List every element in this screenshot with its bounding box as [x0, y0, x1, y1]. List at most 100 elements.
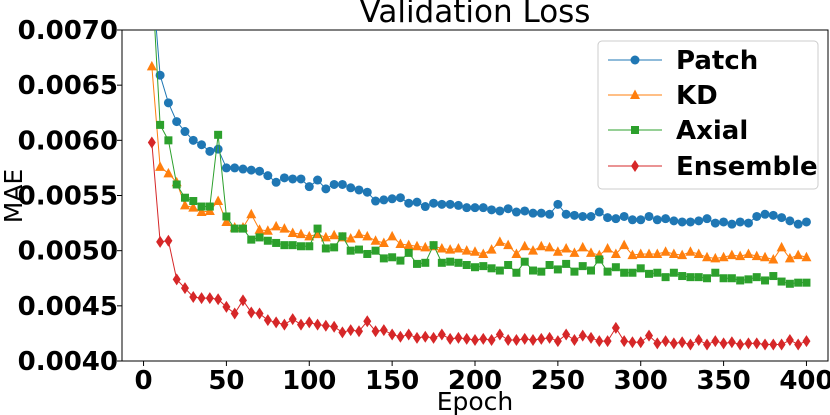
- legend-label: KD: [676, 81, 718, 111]
- data-point-ensemble: [404, 328, 413, 341]
- data-point-patch: [255, 166, 265, 176]
- x-axis: 0 50 100 150 200 250 300 350 400: [134, 361, 830, 396]
- data-point-patch: [793, 219, 803, 229]
- series-axial: [154, 30, 811, 288]
- data-point-axial: [205, 202, 214, 211]
- data-point-ensemble: [180, 282, 189, 295]
- data-point-ensemble: [346, 324, 355, 337]
- data-point-kd: [146, 60, 157, 71]
- data-point-kd: [395, 238, 406, 249]
- data-point-patch: [487, 205, 497, 215]
- data-point-axial: [537, 267, 546, 276]
- data-point-kd: [254, 224, 265, 234]
- data-point-kd: [221, 216, 232, 226]
- data-point-kd: [503, 239, 514, 250]
- data-point-kd: [287, 227, 298, 238]
- data-point-axial: [421, 258, 430, 267]
- data-point-ensemble: [156, 235, 165, 248]
- data-point-axial: [346, 246, 355, 255]
- data-point-ensemble: [785, 334, 794, 347]
- data-point-ensemble: [703, 338, 712, 351]
- data-point-axial: [777, 277, 786, 286]
- data-point-ensemble: [429, 331, 438, 344]
- data-point-axial: [703, 274, 712, 283]
- data-point-ensemble: [761, 338, 770, 351]
- data-point-axial: [429, 241, 438, 250]
- y-tick-label: 0.0050: [18, 237, 118, 267]
- data-point-axial: [587, 266, 596, 275]
- data-point-patch: [702, 214, 712, 224]
- data-point-ensemble: [164, 234, 173, 247]
- legend-label: Ensemble: [676, 152, 818, 182]
- data-point-axial: [562, 259, 571, 268]
- data-point-kd: [196, 206, 207, 217]
- data-point-kd: [279, 223, 290, 233]
- data-point-patch: [801, 217, 811, 227]
- data-point-kd: [155, 161, 166, 171]
- data-point-kd: [652, 248, 663, 258]
- data-point-kd: [586, 247, 597, 257]
- data-point-kd: [552, 246, 563, 256]
- legend-marker: [630, 55, 640, 65]
- x-tick-label: 300: [614, 366, 668, 396]
- data-point-kd: [536, 240, 547, 251]
- data-point-ensemble: [620, 335, 629, 348]
- data-point-patch: [743, 218, 753, 228]
- data-point-ensemble: [595, 335, 604, 348]
- data-point-kd: [793, 249, 804, 260]
- data-point-axial: [727, 274, 736, 283]
- data-point-patch: [230, 163, 240, 173]
- data-point-kd: [362, 230, 373, 241]
- data-point-patch: [213, 144, 223, 154]
- data-point-kd: [718, 251, 729, 262]
- data-point-patch: [611, 214, 621, 224]
- data-point-ensemble: [189, 291, 198, 304]
- data-point-kd: [760, 251, 771, 262]
- data-point-kd: [387, 230, 398, 241]
- data-point-patch: [735, 217, 745, 227]
- data-point-kd: [420, 241, 431, 252]
- data-point-ensemble: [578, 329, 587, 342]
- data-point-axial: [479, 262, 488, 271]
- data-point-ensemble: [296, 318, 305, 331]
- data-point-axial: [371, 246, 380, 255]
- data-point-kd: [262, 225, 273, 235]
- data-point-axial: [761, 276, 770, 285]
- data-point-patch: [279, 173, 289, 183]
- data-point-patch: [163, 98, 173, 108]
- data-point-kd: [378, 237, 389, 247]
- data-point-axial: [379, 254, 388, 263]
- data-point-ensemble: [553, 335, 562, 348]
- data-point-axial: [396, 256, 405, 265]
- data-point-patch: [371, 196, 381, 206]
- data-point-patch: [511, 207, 521, 217]
- data-point-patch: [205, 146, 215, 156]
- data-point-patch: [752, 211, 762, 221]
- data-point-patch: [677, 217, 687, 227]
- data-point-axial: [512, 268, 521, 277]
- x-tick-label: 400: [779, 366, 830, 396]
- data-point-axial: [330, 243, 339, 252]
- legend-marker: [631, 126, 639, 134]
- data-point-ensemble: [545, 331, 554, 344]
- data-point-patch: [760, 209, 770, 219]
- data-point-kd: [635, 248, 646, 258]
- data-point-axial: [719, 274, 728, 283]
- data-point-ensemble: [263, 314, 272, 327]
- y-tick-label: 0.0040: [18, 347, 118, 377]
- data-point-axial: [172, 180, 181, 189]
- legend-marker: [630, 89, 640, 99]
- data-point-axial: [321, 244, 330, 253]
- data-point-patch: [379, 195, 389, 205]
- data-point-ensemble: [794, 338, 803, 351]
- x-tick-label: 50: [208, 366, 244, 396]
- data-point-ensemble: [529, 334, 538, 347]
- x-tick-label: 100: [282, 366, 336, 396]
- data-point-ensemble: [388, 328, 397, 341]
- data-point-kd: [295, 228, 306, 239]
- data-point-axial: [752, 273, 761, 282]
- data-point-ensemble: [238, 294, 247, 307]
- legend: Patch KD Axial Ensemble: [597, 40, 819, 190]
- data-point-patch: [304, 182, 314, 192]
